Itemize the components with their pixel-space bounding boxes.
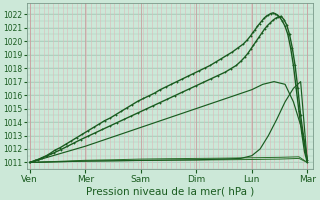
- X-axis label: Pression niveau de la mer( hPa ): Pression niveau de la mer( hPa ): [86, 187, 254, 197]
